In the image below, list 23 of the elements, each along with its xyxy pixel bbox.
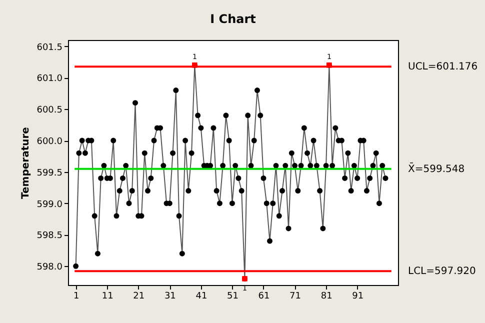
ref-line-label: X̄=599.548 (408, 162, 465, 175)
ref-line-label: UCL=601.176 (408, 62, 478, 73)
x-tick-label: 41 (196, 292, 208, 302)
x-tick-label: 71 (290, 292, 302, 302)
y-axis-title: Temperature (20, 126, 32, 199)
x-tick-label: 91 (352, 292, 364, 302)
x-tick-label: 21 (133, 292, 145, 302)
ref-line-label: LCL=597.920 (408, 266, 476, 278)
x-tick-label: 61 (258, 292, 270, 302)
y-tick-label: 598.5 (36, 231, 62, 242)
x-tick-label: 81 (320, 292, 332, 302)
y-tick-label: 599.0 (36, 200, 63, 210)
y-tick-label: 600.0 (36, 137, 63, 148)
x-tick-label: 1 (73, 292, 80, 302)
y-tick-label: 601.5 (36, 42, 62, 53)
chart-title: I Chart (210, 12, 256, 26)
x-tick-label: 51 (226, 292, 238, 302)
x-tick-label: 31 (164, 292, 176, 302)
y-tick-label: 600.5 (36, 106, 62, 116)
x-tick-label: 11 (102, 292, 114, 302)
y-tick-label: 599.5 (36, 168, 62, 178)
y-tick-label: 598.0 (36, 262, 63, 273)
y-tick-label: 601.0 (36, 74, 63, 84)
